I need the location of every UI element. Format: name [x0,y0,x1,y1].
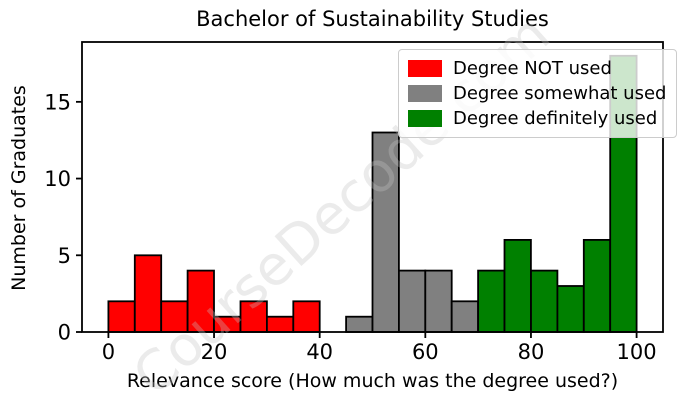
chart-title: Bachelor of Sustainability Studies [196,7,549,31]
legend-label: Degree definitely used [453,108,658,129]
histogram-bar [530,269,559,333]
x-tick-label: 0 [102,340,115,364]
y-tick-label: 15 [44,90,71,114]
histogram-bar [133,254,163,333]
y-tick-label: 0 [58,321,71,345]
histogram-bar [160,300,189,333]
x-tick-label: 60 [412,340,439,364]
plot-frame [81,41,664,333]
histogram-bar [582,238,612,333]
y-tick-label: 10 [44,167,71,191]
x-tick-label: 20 [201,340,228,364]
x-tick-label: 80 [518,340,545,364]
histogram-bar [556,285,585,333]
histogram-bar [477,269,506,333]
legend-swatch [408,60,442,77]
x-tick-label: 100 [617,340,657,364]
legend-item: Degree NOT used [408,56,666,81]
y-tick-label: 5 [58,244,71,268]
histogram-bar [345,315,374,333]
histogram-bar [450,300,480,333]
legend-label: Degree somewhat used [453,83,667,104]
x-axis-label: Relevance score (How much was the degree… [126,370,619,392]
legend: Degree NOT used Degree somewhat used Degre… [398,49,678,138]
histogram-bar [424,269,453,333]
legend-item: Degree definitely used [408,106,666,131]
histogram-bar [239,300,268,333]
histogram-bar [213,315,242,333]
histogram-bar [397,269,427,333]
histogram-bar [186,269,215,333]
histogram-bar [503,238,532,333]
legend-swatch [408,110,442,127]
legend-item: Degree somewhat used [408,81,666,106]
legend-label: Degree NOT used [453,58,612,79]
histogram-bar [292,300,321,333]
legend-swatch [408,85,442,102]
histogram-bar [371,131,400,333]
histogram-bar [107,300,136,333]
x-tick-label: 40 [306,340,333,364]
histogram-bar [265,315,295,333]
